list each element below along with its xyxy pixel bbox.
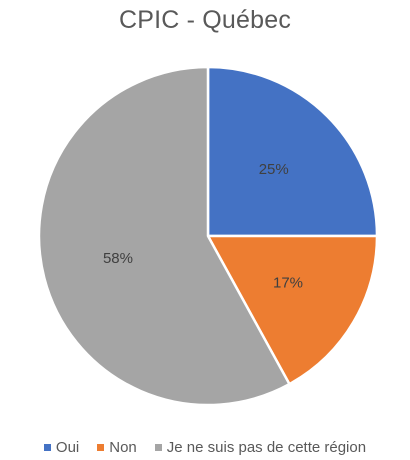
pie-labels: 25% 17% 58% — [103, 161, 303, 291]
legend-item-region: Je ne suis pas de cette région — [154, 439, 367, 456]
data-label-non: 17% — [273, 274, 303, 291]
pie-slice-non — [206, 234, 379, 386]
data-label-oui: 25% — [259, 161, 289, 178]
legend-item-oui: Oui — [43, 439, 80, 456]
data-label-je-ne-suis-pas-de-cette-r-gion: 58% — [103, 250, 133, 267]
legend-label-oui: Oui — [55, 439, 80, 456]
legend-item-non: Non — [97, 439, 137, 456]
chart-title: CPIC - Québec — [118, 6, 292, 34]
legend: Oui Non Je ne suis pas de cette région — [0, 439, 410, 456]
pie-slice-oui — [206, 65, 379, 238]
legend-label-non: Non — [109, 439, 137, 456]
legend-swatch-region — [154, 444, 162, 451]
pie-slice-je-ne-suis-pas-de-cette-r-gion — [37, 65, 291, 407]
legend-label-region: Je ne suis pas de cette région — [166, 439, 367, 456]
pie-slices — [37, 65, 379, 407]
legend-swatch-non — [97, 444, 105, 451]
legend-swatch-oui — [43, 444, 51, 451]
